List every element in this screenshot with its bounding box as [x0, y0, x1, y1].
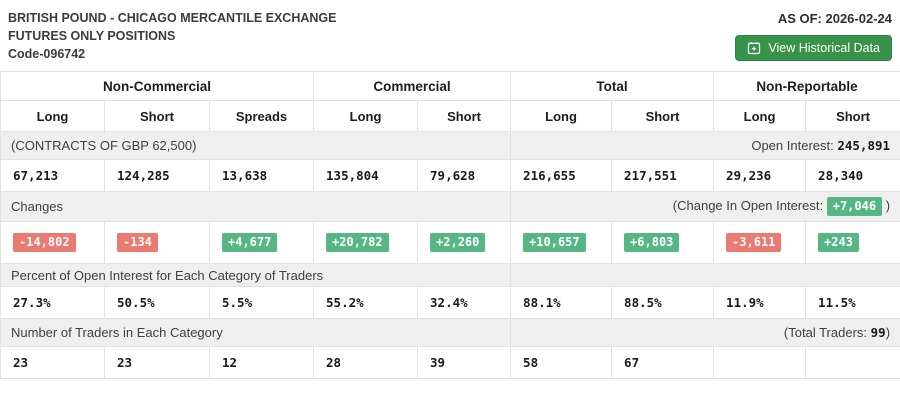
position-value: 67,213	[0, 159, 105, 192]
percent-value: 32.4%	[417, 286, 512, 319]
change-badge: +6,803	[624, 233, 680, 252]
change-oi-suffix: )	[885, 198, 891, 213]
total-traders-suffix: )	[885, 325, 891, 340]
change-badge: +243	[818, 233, 859, 252]
position-value: 79,628	[417, 159, 512, 192]
view-historical-data-label: View Historical Data	[768, 41, 880, 55]
col-header-comm-long: Long	[313, 100, 419, 132]
traders-value: 12	[208, 346, 315, 379]
change-cell: +2,260	[417, 221, 512, 264]
change-cell: -134	[104, 221, 210, 264]
position-value: 217,551	[611, 159, 715, 192]
traders-value: 39	[417, 346, 512, 379]
percent-value: 50.5%	[104, 286, 210, 319]
position-value: 216,655	[510, 159, 613, 192]
contracts-band-row: (CONTRACTS OF GBP 62,500) Open Interest:…	[0, 131, 900, 160]
col-header-total-long: Long	[510, 100, 613, 132]
open-interest-value: 245,891	[837, 138, 891, 153]
group-header-row: Non-Commercial Commercial Total Non-Repo…	[0, 71, 900, 101]
report-header: BRITISH POUND - CHICAGO MERCANTILE EXCHA…	[0, 0, 900, 63]
change-badge: -3,611	[726, 233, 782, 252]
change-badge: +20,782	[326, 233, 389, 252]
percent-value: 27.3%	[0, 286, 105, 319]
total-traders-cell: (Total Traders: 99)	[510, 318, 900, 347]
col-header-noncomm-long: Long	[0, 100, 105, 132]
group-header-non-commercial: Non-Commercial	[0, 71, 315, 101]
report-header-right: AS OF: 2026-02-24 View Historical Data	[735, 9, 892, 61]
traders-value	[713, 346, 807, 379]
calendar-plus-icon	[747, 41, 761, 55]
change-in-open-interest-cell: (Change In Open Interest: +7,046 )	[510, 191, 900, 222]
contracts-unit-label: (CONTRACTS OF GBP 62,500)	[0, 131, 512, 160]
traders-value: 67	[611, 346, 715, 379]
change-cell: -14,802	[0, 221, 105, 264]
change-cell: +20,782	[313, 221, 419, 264]
percent-value: 55.2%	[313, 286, 419, 319]
group-header-commercial: Commercial	[313, 71, 512, 101]
change-badge: +2,260	[430, 233, 486, 252]
col-header-nonrep-short: Short	[805, 100, 900, 132]
change-badge: +10,657	[523, 233, 586, 252]
percent-value: 5.5%	[208, 286, 315, 319]
percent-band-row: Percent of Open Interest for Each Catego…	[0, 263, 900, 287]
traders-value: 23	[104, 346, 210, 379]
col-header-noncomm-short: Short	[104, 100, 210, 132]
change-oi-badge: +7,046	[826, 197, 883, 216]
position-value: 135,804	[313, 159, 419, 192]
view-historical-data-button[interactable]: View Historical Data	[735, 35, 892, 61]
percent-value: 88.5%	[611, 286, 715, 319]
report-code: Code-096742	[8, 47, 86, 61]
report-title-line2: FUTURES ONLY POSITIONS	[8, 29, 176, 43]
traders-value: 28	[313, 346, 419, 379]
position-value: 28,340	[805, 159, 900, 192]
position-value: 124,285	[104, 159, 210, 192]
percent-band-empty	[510, 263, 900, 287]
total-traders-prefix: (Total Traders:	[783, 325, 868, 340]
percent-value: 11.5%	[805, 286, 900, 319]
traders-row: 23 23 12 28 39 58 67	[0, 346, 900, 379]
changes-band-row: Changes (Change In Open Interest: +7,046…	[0, 191, 900, 222]
position-value: 29,236	[713, 159, 807, 192]
open-interest-cell: Open Interest: 245,891	[510, 131, 900, 160]
change-badge: +4,677	[222, 233, 278, 252]
changes-label: Changes	[0, 191, 512, 222]
total-traders-value: 99	[870, 325, 886, 340]
position-value: 13,638	[208, 159, 315, 192]
col-header-total-short: Short	[611, 100, 715, 132]
positions-row: 67,213 124,285 13,638 135,804 79,628 216…	[0, 159, 900, 192]
col-header-noncomm-spreads: Spreads	[208, 100, 315, 132]
changes-values-row: -14,802 -134 +4,677 +20,782 +2,260 +10,6…	[0, 221, 900, 264]
col-header-nonrep-long: Long	[713, 100, 807, 132]
change-badge: -134	[117, 233, 158, 252]
change-badge: -14,802	[13, 233, 76, 252]
change-cell: +4,677	[208, 221, 315, 264]
report-title-block: BRITISH POUND - CHICAGO MERCANTILE EXCHA…	[8, 9, 336, 63]
traders-value	[805, 346, 900, 379]
traders-band-label: Number of Traders in Each Category	[0, 318, 512, 347]
traders-value: 58	[510, 346, 613, 379]
group-header-total: Total	[510, 71, 715, 101]
column-header-row: Long Short Spreads Long Short Long Short…	[0, 100, 900, 132]
change-cell: +243	[805, 221, 900, 264]
open-interest-label: Open Interest:	[751, 138, 834, 153]
change-cell: +10,657	[510, 221, 613, 264]
percent-value: 11.9%	[713, 286, 807, 319]
change-cell: +6,803	[611, 221, 715, 264]
col-header-comm-short: Short	[417, 100, 512, 132]
percent-value: 88.1%	[510, 286, 613, 319]
percents-row: 27.3% 50.5% 5.5% 55.2% 32.4% 88.1% 88.5%…	[0, 286, 900, 319]
report-title-line1: BRITISH POUND - CHICAGO MERCANTILE EXCHA…	[8, 11, 337, 25]
change-cell: -3,611	[713, 221, 807, 264]
change-oi-prefix: (Change In Open Interest:	[672, 198, 824, 213]
as-of-date: AS OF: 2026-02-24	[777, 11, 892, 26]
cot-positions-table: Non-Commercial Commercial Total Non-Repo…	[0, 71, 900, 379]
group-header-non-reportable: Non-Reportable	[713, 71, 900, 101]
traders-value: 23	[0, 346, 105, 379]
percent-band-label: Percent of Open Interest for Each Catego…	[0, 263, 512, 287]
traders-band-row: Number of Traders in Each Category (Tota…	[0, 318, 900, 347]
